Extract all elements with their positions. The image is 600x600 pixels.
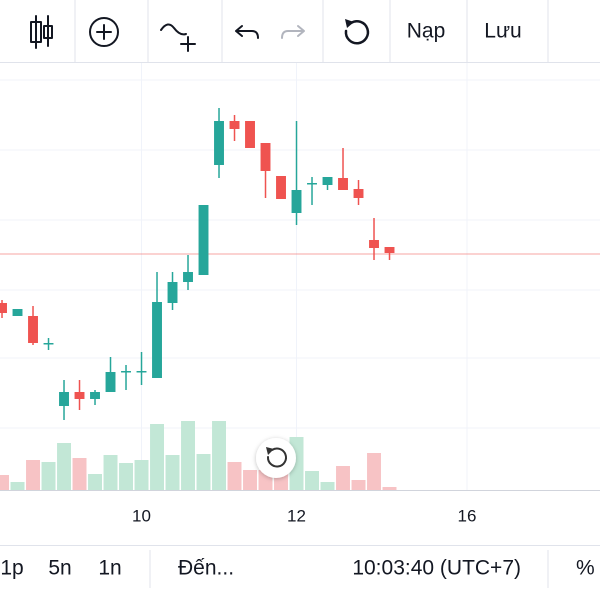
candle-body: [152, 302, 162, 378]
icon: [43, 25, 53, 39]
volume-bar: [212, 421, 226, 490]
interval-button[interactable]: 1p: [0, 557, 23, 580]
icon: [266, 447, 287, 468]
volume-bar: [181, 421, 195, 490]
goto-button[interactable]: Đến...: [178, 557, 234, 580]
candle-body: [167, 282, 178, 303]
candle-body: [260, 143, 271, 171]
interval-button[interactable]: 5n: [48, 557, 71, 580]
percent-button[interactable]: %: [576, 557, 595, 580]
candle-body: [121, 371, 131, 373]
candle-body: [136, 371, 147, 373]
undo-button[interactable]: [235, 25, 259, 39]
volume-bar: [119, 463, 133, 490]
icon: [266, 447, 274, 455]
candle-body: [183, 272, 193, 282]
icon: [344, 20, 370, 45]
volume-bar: [227, 462, 242, 490]
x-tick-label: 10: [132, 506, 151, 525]
x-tick-label: 12: [287, 506, 306, 525]
candle-body: [59, 392, 69, 406]
volume-bar: [305, 471, 319, 490]
volume-bar: [0, 475, 9, 490]
indicator-button[interactable]: [160, 23, 196, 52]
icon: [160, 23, 187, 36]
plot: [0, 108, 600, 490]
candle-body: [353, 189, 364, 198]
candle-body: [0, 303, 7, 313]
candle-body: [12, 309, 23, 316]
candle-body: [90, 392, 100, 399]
volume-bar: [57, 443, 71, 490]
volume-bar: [10, 482, 25, 490]
candle-body: [322, 177, 333, 185]
redo-button[interactable]: [281, 25, 305, 39]
candle-body: [198, 205, 209, 275]
volume-bar: [336, 466, 350, 490]
clock: 10:03:40 (UTC+7): [352, 557, 521, 580]
volume-bar: [103, 455, 118, 490]
candle-body: [229, 121, 240, 129]
interval-button[interactable]: 1n: [98, 557, 121, 580]
volume-bar: [165, 455, 180, 490]
candle-body: [105, 372, 116, 392]
icon: [30, 21, 42, 43]
candle-body: [245, 121, 255, 148]
volume-bar: [88, 474, 102, 490]
candle-body: [291, 190, 302, 213]
add-button[interactable]: [89, 17, 119, 47]
candle-body: [369, 240, 379, 248]
volume-bar: [382, 487, 397, 490]
candle-body: [276, 176, 286, 199]
candle-body: [214, 121, 224, 165]
volume-bar: [134, 460, 149, 490]
candle-body: [338, 178, 348, 190]
reset-button[interactable]: [344, 19, 370, 45]
button-bg: [256, 438, 296, 478]
volume-bar: [196, 454, 211, 490]
candle-body: [43, 343, 54, 345]
volume-bar: [351, 480, 366, 490]
icon: [89, 17, 119, 47]
candle-body: [384, 247, 395, 253]
volume-bar: [320, 482, 335, 490]
x-axis: 10 12 16: [132, 506, 476, 525]
icon: [345, 19, 354, 28]
volume-bar: [41, 462, 56, 490]
volume-bar: [243, 470, 257, 490]
candle-body: [307, 183, 317, 185]
candle-body: [28, 316, 38, 343]
candle-body: [74, 392, 85, 399]
candle-type-button[interactable]: [30, 15, 53, 49]
grid: [0, 62, 600, 490]
reset-view-button[interactable]: [256, 438, 296, 478]
volume-bar: [150, 424, 164, 490]
volume-bar: [72, 458, 87, 490]
load-button[interactable]: Nạp: [407, 20, 446, 43]
x-tick-label: 16: [458, 506, 477, 525]
save-button[interactable]: Lưu: [484, 20, 521, 43]
volume-bar: [367, 453, 381, 490]
volume-bar: [26, 460, 40, 490]
